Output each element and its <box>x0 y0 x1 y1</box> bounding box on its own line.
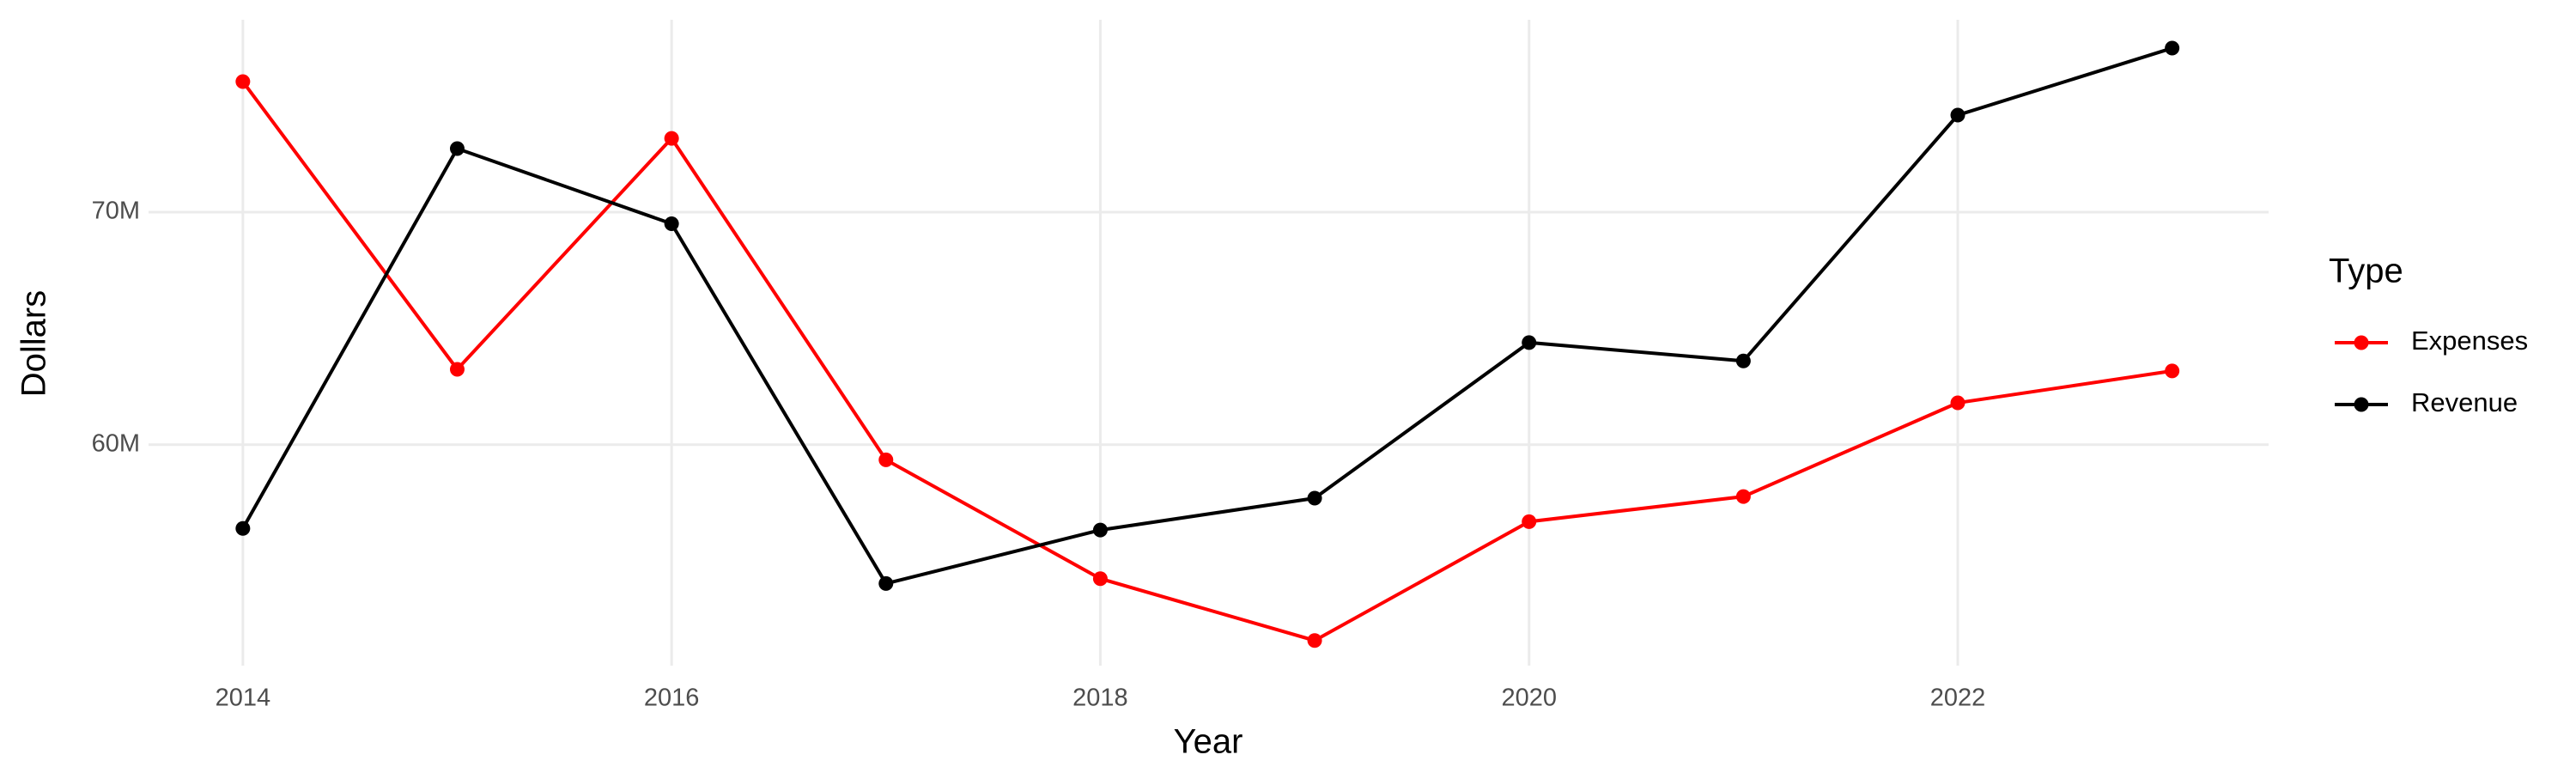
data-point <box>1950 107 1965 123</box>
data-point <box>1307 633 1322 648</box>
data-point <box>1735 353 1751 368</box>
y-axis-title: Dollars <box>15 290 53 397</box>
data-point <box>878 452 894 467</box>
legend-marker <box>2354 335 2369 350</box>
data-point <box>1092 522 1108 538</box>
data-point <box>2165 363 2180 379</box>
data-point <box>449 362 465 377</box>
x-tick-label: 2016 <box>644 685 700 712</box>
x-tick-label: 2022 <box>1930 685 1986 712</box>
data-point <box>235 74 251 89</box>
legend-label: Revenue <box>2411 387 2518 417</box>
data-point <box>664 216 679 231</box>
legend-title: Type <box>2329 253 2403 290</box>
data-point <box>878 575 894 591</box>
data-point <box>1950 395 1965 411</box>
data-point <box>1307 490 1322 506</box>
x-tick-label: 2018 <box>1072 685 1128 712</box>
data-point <box>1735 489 1751 504</box>
x-tick-label: 2014 <box>216 685 271 712</box>
data-point <box>1092 571 1108 587</box>
data-point <box>235 520 251 536</box>
x-axis-title: Year <box>1174 723 1243 761</box>
series-line <box>241 80 2172 642</box>
series-line <box>241 46 2173 586</box>
data-point <box>1522 335 1537 350</box>
legend-marker <box>2354 397 2369 412</box>
y-tick-label: 70M <box>92 198 140 225</box>
y-tick-label: 60M <box>92 429 140 457</box>
x-tick-label: 2020 <box>1501 685 1557 712</box>
data-point <box>664 131 679 146</box>
data-point <box>1522 514 1537 529</box>
data-point <box>449 141 465 156</box>
legend-label: Expenses <box>2411 326 2528 356</box>
data-point <box>2165 40 2180 56</box>
